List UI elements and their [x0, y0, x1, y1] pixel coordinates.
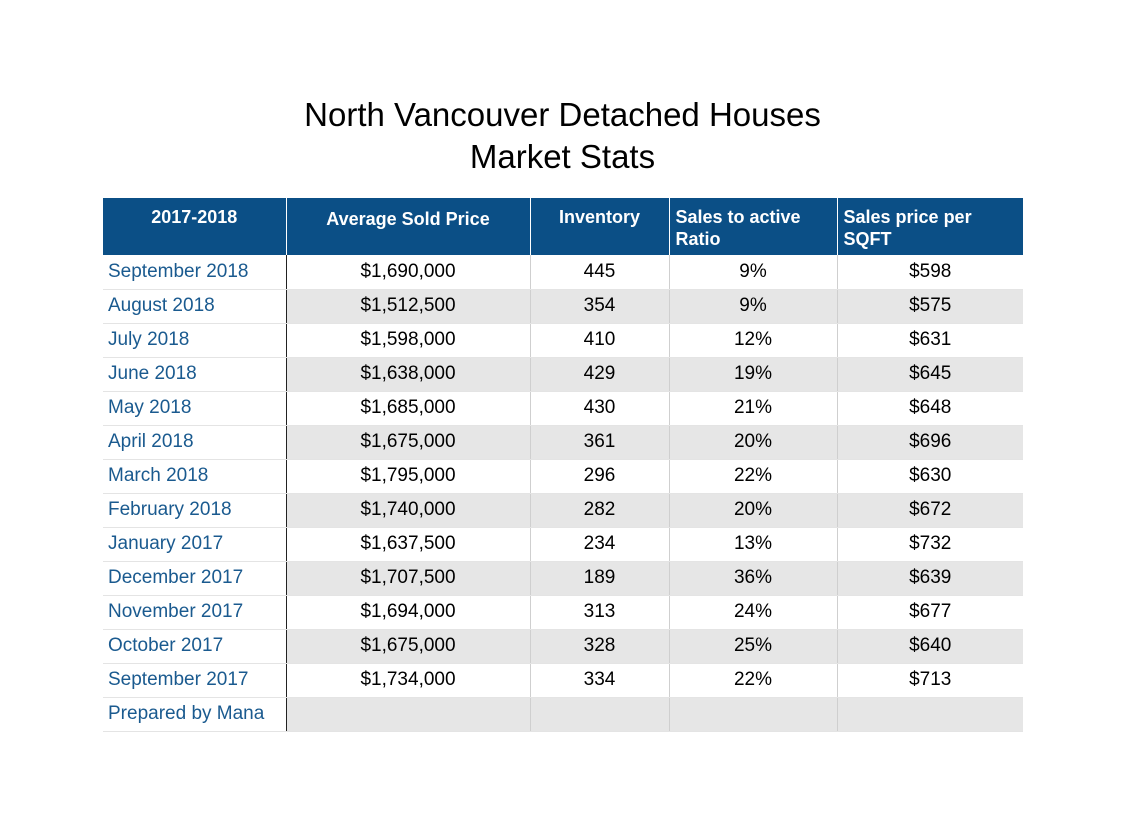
table-row: July 2018 $1,598,000 410 12% $631	[103, 323, 1023, 358]
price-per-sqft-cell: $648	[836, 391, 1023, 426]
price-per-sqft-cell: $631	[836, 323, 1023, 358]
month-cell: June 2018	[103, 357, 287, 392]
inventory-cell: 282	[529, 493, 669, 528]
inventory-cell: 234	[529, 527, 669, 562]
inventory-cell: 429	[529, 357, 669, 392]
average-sold-price-cell: $1,707,500	[285, 561, 530, 596]
price-per-sqft-cell: $672	[836, 493, 1023, 528]
table-row: December 2017 $1,707,500 189 36% $639	[103, 561, 1023, 596]
average-sold-price-cell: $1,795,000	[285, 459, 530, 494]
sales-ratio-cell: 25%	[668, 629, 837, 664]
price-per-sqft-cell: $639	[836, 561, 1023, 596]
average-sold-price-cell: $1,675,000	[285, 629, 530, 664]
sales-ratio-cell: 9%	[668, 255, 837, 290]
inventory-cell: 354	[529, 289, 669, 324]
inventory-cell: 430	[529, 391, 669, 426]
price-per-sqft-cell: $598	[836, 255, 1023, 290]
footer-row: Prepared by Mana	[103, 697, 1023, 732]
empty-cell	[836, 697, 1023, 732]
price-per-sqft-cell: $630	[836, 459, 1023, 494]
header-average-sold-price: Average Sold Price	[285, 198, 530, 255]
sales-ratio-cell: 20%	[668, 425, 837, 460]
table-row: February 2018 $1,740,000 282 20% $672	[103, 493, 1023, 528]
month-cell: January 2017	[103, 527, 287, 562]
month-cell: February 2018	[103, 493, 287, 528]
average-sold-price-cell: $1,694,000	[285, 595, 530, 630]
sales-ratio-cell: 24%	[668, 595, 837, 630]
month-cell: August 2018	[103, 289, 287, 324]
average-sold-price-cell: $1,690,000	[285, 255, 530, 290]
inventory-cell: 361	[529, 425, 669, 460]
price-per-sqft-cell: $696	[836, 425, 1023, 460]
page-title: North Vancouver Detached Houses Market S…	[0, 94, 1125, 178]
sales-ratio-cell: 22%	[668, 663, 837, 698]
empty-cell	[529, 697, 669, 732]
table-header: 2017-2018 Average Sold Price Inventory S…	[103, 198, 1023, 255]
prepared-by-label: Prepared by Mana	[103, 697, 287, 732]
market-stats-table: 2017-2018 Average Sold Price Inventory S…	[103, 198, 1023, 732]
inventory-cell: 189	[529, 561, 669, 596]
sales-ratio-cell: 19%	[668, 357, 837, 392]
header-row: 2017-2018 Average Sold Price Inventory S…	[103, 198, 1023, 255]
table-row: January 2017 $1,637,500 234 13% $732	[103, 527, 1023, 562]
month-cell: September 2017	[103, 663, 287, 698]
price-per-sqft-cell: $645	[836, 357, 1023, 392]
month-cell: March 2018	[103, 459, 287, 494]
price-per-sqft-cell: $677	[836, 595, 1023, 630]
table-row: September 2017 $1,734,000 334 22% $713	[103, 663, 1023, 698]
month-cell: December 2017	[103, 561, 287, 596]
table-row: August 2018 $1,512,500 354 9% $575	[103, 289, 1023, 324]
average-sold-price-cell: $1,685,000	[285, 391, 530, 426]
average-sold-price-cell: $1,598,000	[285, 323, 530, 358]
header-inventory: Inventory	[529, 198, 669, 255]
month-cell: October 2017	[103, 629, 287, 664]
sales-ratio-cell: 20%	[668, 493, 837, 528]
average-sold-price-cell: $1,740,000	[285, 493, 530, 528]
average-sold-price-cell: $1,675,000	[285, 425, 530, 460]
sales-ratio-cell: 13%	[668, 527, 837, 562]
inventory-cell: 313	[529, 595, 669, 630]
table-row: April 2018 $1,675,000 361 20% $696	[103, 425, 1023, 460]
month-cell: May 2018	[103, 391, 287, 426]
month-cell: April 2018	[103, 425, 287, 460]
header-period: 2017-2018	[103, 198, 286, 255]
empty-cell	[668, 697, 837, 732]
sales-ratio-cell: 9%	[668, 289, 837, 324]
title-line-2: Market Stats	[469, 138, 656, 175]
month-cell: July 2018	[103, 323, 287, 358]
table-row: September 2018 $1,690,000 445 9% $598	[103, 255, 1023, 290]
table-row: June 2018 $1,638,000 429 19% $645	[103, 357, 1023, 392]
empty-cell	[285, 697, 530, 732]
average-sold-price-cell: $1,734,000	[285, 663, 530, 698]
header-sales-price-per-sqft: Sales price per SQFT	[836, 198, 1023, 255]
price-per-sqft-cell: $640	[836, 629, 1023, 664]
inventory-cell: 334	[529, 663, 669, 698]
table-row: March 2018 $1,795,000 296 22% $630	[103, 459, 1023, 494]
inventory-cell: 445	[529, 255, 669, 290]
inventory-cell: 296	[529, 459, 669, 494]
average-sold-price-cell: $1,512,500	[285, 289, 530, 324]
price-per-sqft-cell: $575	[836, 289, 1023, 324]
inventory-cell: 328	[529, 629, 669, 664]
price-per-sqft-cell: $732	[836, 527, 1023, 562]
table-row: October 2017 $1,675,000 328 25% $640	[103, 629, 1023, 664]
month-cell: November 2017	[103, 595, 287, 630]
sales-ratio-cell: 36%	[668, 561, 837, 596]
title-line-1: North Vancouver Detached Houses	[304, 96, 821, 133]
average-sold-price-cell: $1,637,500	[285, 527, 530, 562]
price-per-sqft-cell: $713	[836, 663, 1023, 698]
sales-ratio-cell: 12%	[668, 323, 837, 358]
month-cell: September 2018	[103, 255, 287, 290]
table-row: November 2017 $1,694,000 313 24% $677	[103, 595, 1023, 630]
average-sold-price-cell: $1,638,000	[285, 357, 530, 392]
table-body: September 2018 $1,690,000 445 9% $598 August …	[103, 255, 1023, 732]
table-row: May 2018 $1,685,000 430 21% $648	[103, 391, 1023, 426]
sales-ratio-cell: 21%	[668, 391, 837, 426]
sales-ratio-cell: 22%	[668, 459, 837, 494]
header-sales-to-active-ratio: Sales to active Ratio	[668, 198, 837, 255]
inventory-cell: 410	[529, 323, 669, 358]
